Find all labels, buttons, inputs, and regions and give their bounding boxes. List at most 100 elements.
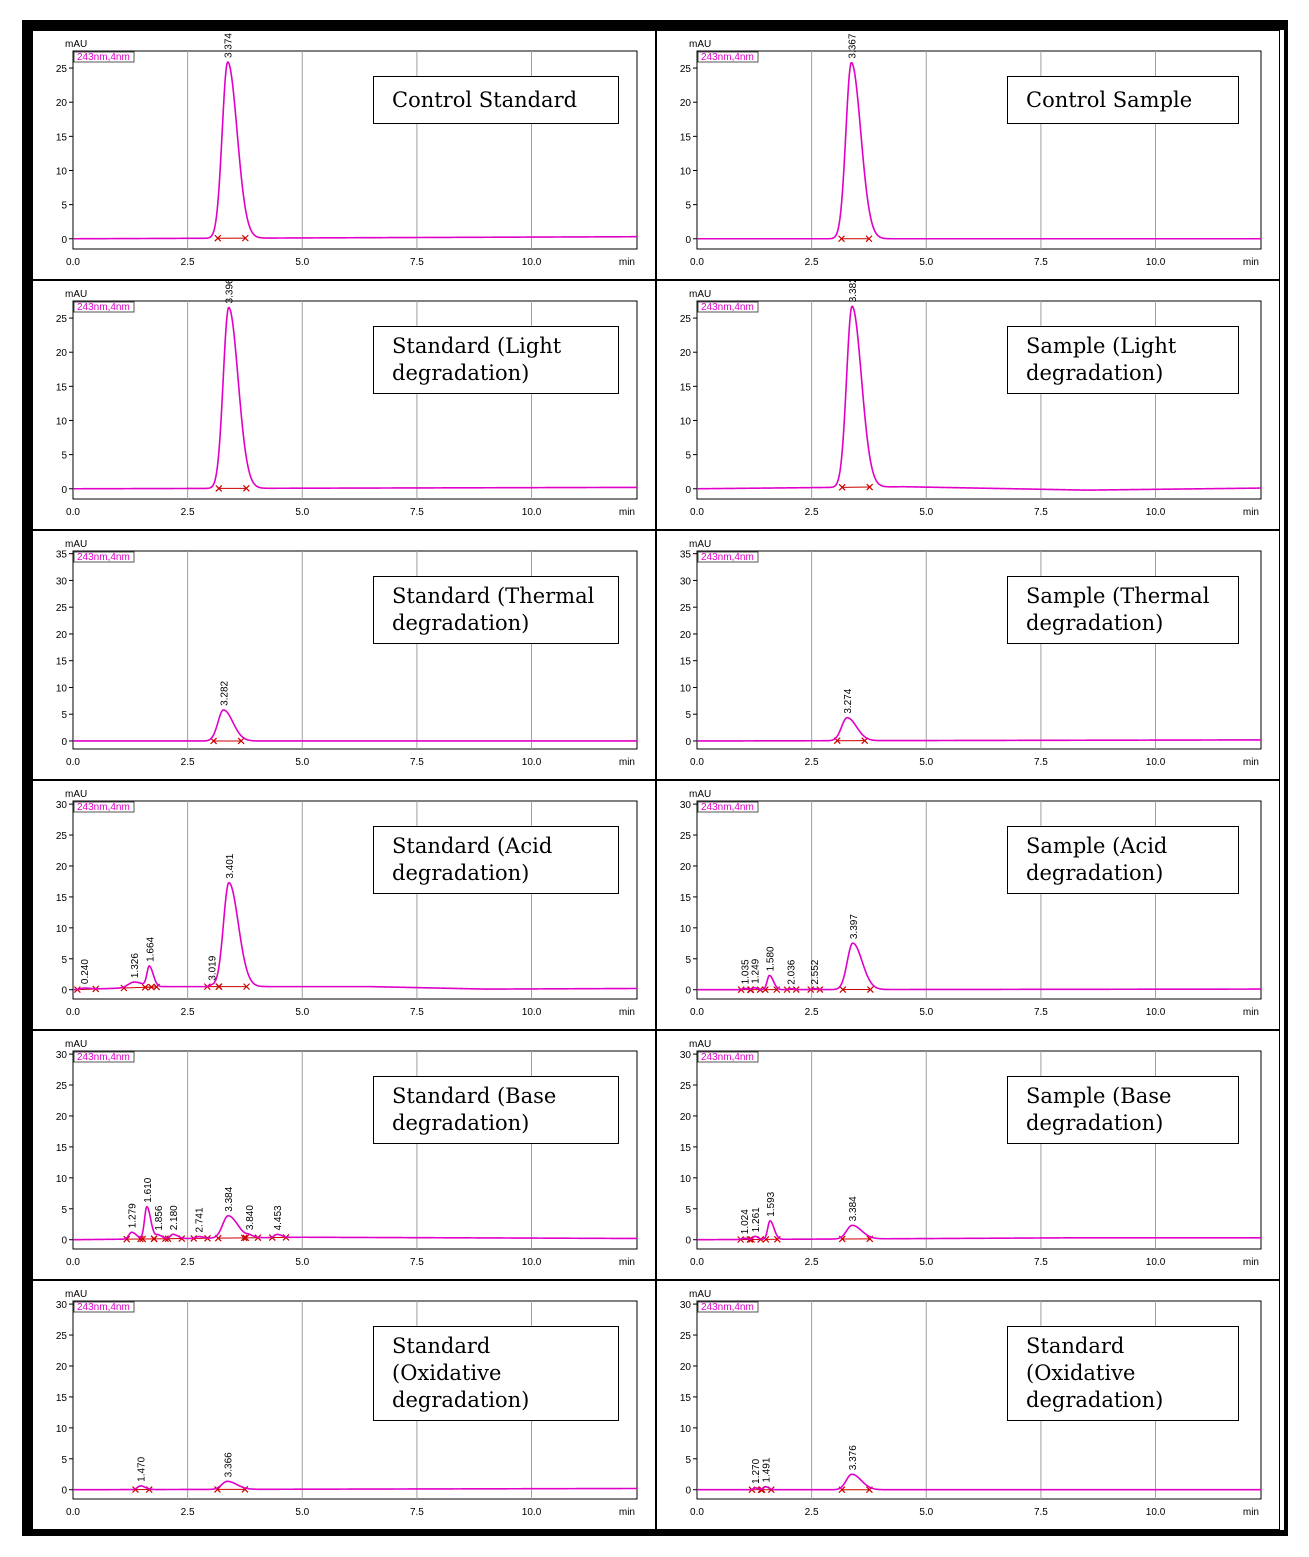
y-tick-label: 10 <box>56 683 68 694</box>
y-tick-label: 20 <box>56 862 68 873</box>
y-tick-label: 0 <box>685 1486 691 1497</box>
wavelength-legend-box <box>697 801 759 813</box>
y-tick-label: 15 <box>680 382 692 393</box>
y-tick-label: 10 <box>56 924 68 935</box>
y-tick-label: 10 <box>56 1174 68 1185</box>
wavelength-legend-box <box>73 1301 135 1313</box>
y-tick-label: 20 <box>56 1112 68 1123</box>
peak-rt-label: 1.270 <box>751 1458 762 1483</box>
x-axis-label: min <box>619 1257 635 1268</box>
integration-marker <box>150 1235 158 1243</box>
y-tick-label: 15 <box>56 132 68 143</box>
peak-rt-label: 3.366 <box>223 1452 234 1477</box>
chart-title-box: Control Standard <box>373 76 619 124</box>
chart-title: Standard (Oxidative degradation) <box>392 1334 530 1412</box>
y-tick-label: 15 <box>56 1143 68 1154</box>
figure-grid: 0.0 2.5 5.0 7.5 10.0 min 0 5 10 15 20 25 mAU 243nm,4n… <box>32 30 1284 1530</box>
x-tick-label: 2.5 <box>805 507 819 518</box>
peak-rt-label: 1.279 <box>128 1203 139 1228</box>
x-tick-label: 5.0 <box>919 1257 933 1268</box>
y-tick-label: 35 <box>56 550 68 561</box>
chart-title: Sample (Light degradation) <box>1026 334 1177 385</box>
x-tick-label: 10.0 <box>522 757 542 768</box>
x-tick-label: 2.5 <box>805 257 819 268</box>
wavelength-legend-box <box>73 51 135 63</box>
chromatogram-trace <box>72 1205 637 1241</box>
x-axis-label: min <box>1243 757 1259 768</box>
wavelength-label: 243nm,4nm <box>77 1052 130 1063</box>
y-tick-label: 20 <box>56 98 68 109</box>
y-tick-label: 20 <box>680 1112 692 1123</box>
peak-rt-label: 1.664 <box>145 936 156 961</box>
y-tick-label: 0 <box>61 1486 67 1497</box>
chromatogram-trace <box>73 1480 637 1491</box>
chromatogram-trace <box>73 306 637 490</box>
x-axis-label: min <box>619 507 635 518</box>
y-tick-label: 15 <box>680 657 692 668</box>
peak-rt-label: 2.036 <box>786 959 797 984</box>
wavelength-legend-box <box>73 301 135 313</box>
y-tick-label: 10 <box>680 683 692 694</box>
peak-rt-label: 3.274 <box>843 688 854 713</box>
x-tick-label: 7.5 <box>1034 1257 1048 1268</box>
peak-rt-label: 0.240 <box>80 959 91 984</box>
chart-title: Standard (Oxidative degradation) <box>1026 1334 1164 1412</box>
plot-frame <box>72 800 638 1000</box>
x-tick-label: 7.5 <box>1034 257 1048 268</box>
x-tick-label: 7.5 <box>1034 507 1048 518</box>
x-axis-label: min <box>619 1507 635 1518</box>
x-tick-label: 10.0 <box>522 1257 542 1268</box>
peak-rt-label: 3.382 <box>848 281 859 302</box>
chart-title-box: Standard (Acid degradation) <box>373 826 619 894</box>
y-tick-label: 5 <box>685 710 691 721</box>
x-tick-label: 5.0 <box>919 257 933 268</box>
peak-rt-label: 3.401 <box>225 853 236 878</box>
chromatogram-svg: 0.0 2.5 5.0 7.5 10.0 min 0 5 10 15 20 25 mAU 243nm,4n… <box>680 281 1262 518</box>
y-tick-label: 0 <box>61 235 67 246</box>
y-tick-label: 30 <box>680 576 692 587</box>
y-axis-label: mAU <box>689 39 711 50</box>
y-axis-label: mAU <box>689 1289 711 1300</box>
integration-marker <box>141 983 149 991</box>
peak-rt-label: 1.249 <box>750 958 761 983</box>
integration-marker <box>243 983 250 991</box>
chart-title-box: Sample (Thermal degradation) <box>1007 576 1239 644</box>
y-tick-label: 25 <box>680 1081 692 1092</box>
y-axis-label: mAU <box>689 1039 711 1050</box>
integration-marker <box>761 986 769 994</box>
plot-frame <box>72 300 638 500</box>
peak-rt-label: 3.840 <box>245 1205 256 1230</box>
x-axis-label: min <box>619 257 635 268</box>
x-tick-label: 10.0 <box>1146 757 1166 768</box>
peak-rt-label: 1.470 <box>136 1456 147 1481</box>
y-tick-label: 5 <box>685 1205 691 1216</box>
wavelength-label: 243nm,4nm <box>701 1302 754 1313</box>
chart-title-box: Standard (Light degradation) <box>373 326 619 394</box>
x-tick-label: 2.5 <box>805 1007 819 1018</box>
x-tick-label: 5.0 <box>295 507 309 518</box>
peak-rt-label: 1.610 <box>143 1177 154 1202</box>
chart-title-box: Standard (Base degradation) <box>373 1076 619 1144</box>
y-tick-label: 5 <box>61 955 67 966</box>
chart-title: Standard (Light degradation) <box>392 334 562 385</box>
x-tick-label: 0.0 <box>690 257 704 268</box>
x-tick-label: 0.0 <box>690 1507 704 1518</box>
chart-title-box: Sample (Light degradation) <box>1007 326 1239 394</box>
x-tick-label: 10.0 <box>522 1007 542 1018</box>
y-tick-label: 30 <box>680 1050 692 1061</box>
x-tick-label: 7.5 <box>1034 757 1048 768</box>
x-axis-label: min <box>1243 1007 1259 1018</box>
x-tick-label: 2.5 <box>181 1507 195 1518</box>
peak-rt-label: 1.261 <box>751 1207 762 1232</box>
x-tick-label: 10.0 <box>522 1507 542 1518</box>
figure-frame: 0.0 2.5 5.0 7.5 10.0 min 0 5 10 15 20 25 mAU 243nm,4n… <box>22 20 1288 1536</box>
y-tick-label: 25 <box>56 314 68 325</box>
x-axis-label: min <box>1243 507 1259 518</box>
x-tick-label: 7.5 <box>1034 1007 1048 1018</box>
y-tick-label: 20 <box>56 348 68 359</box>
y-tick-label: 15 <box>680 1393 692 1404</box>
integration-marker <box>240 1234 248 1242</box>
